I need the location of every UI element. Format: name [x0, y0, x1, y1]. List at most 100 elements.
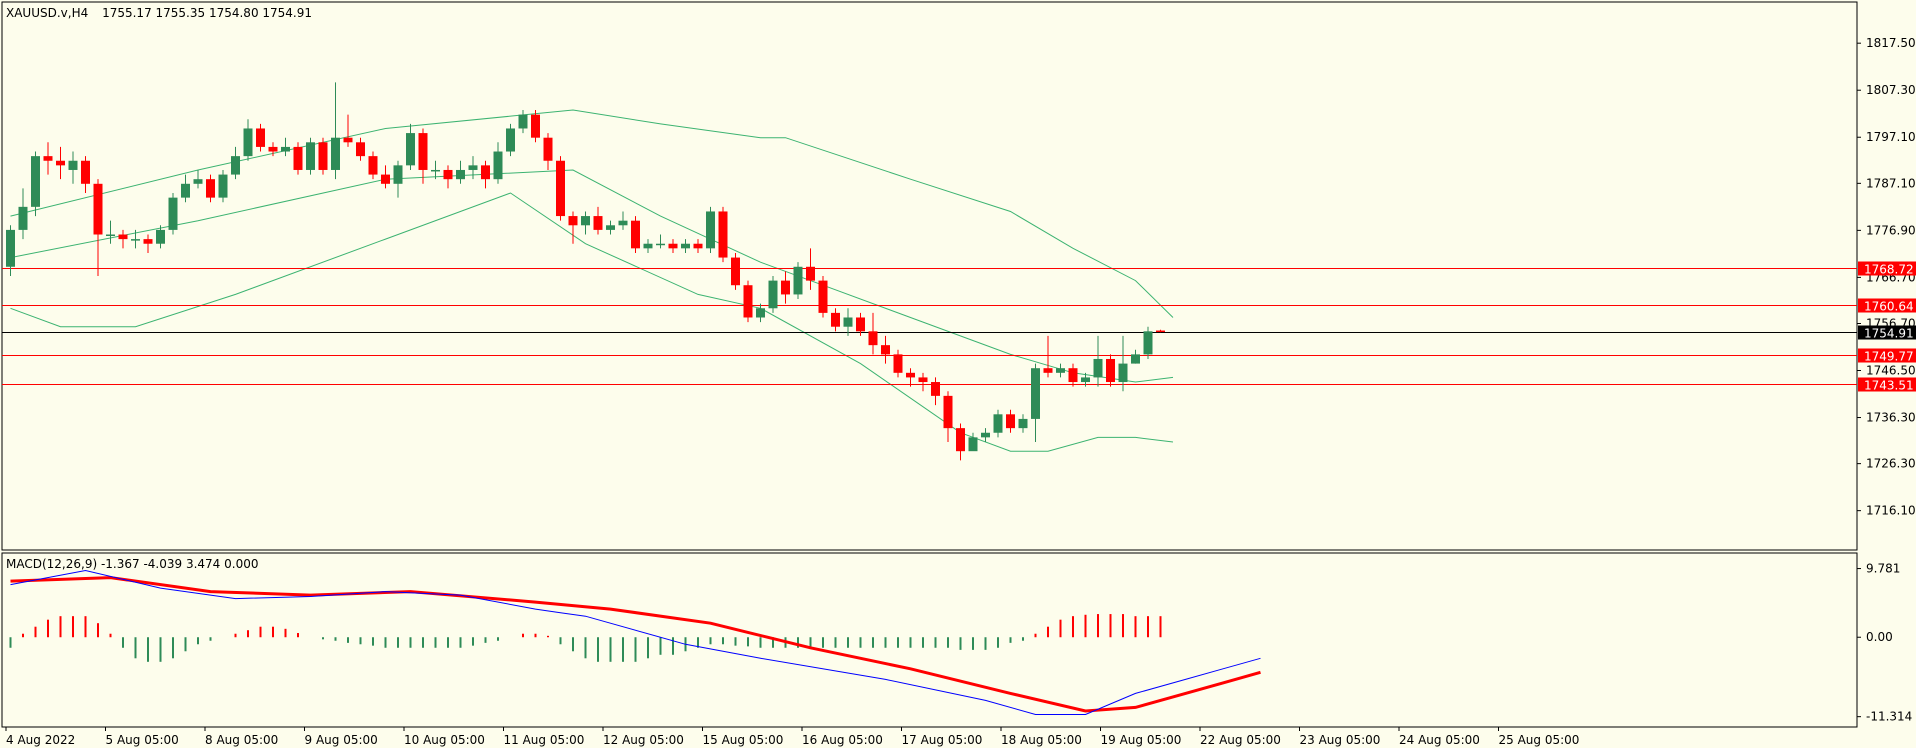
candle-body — [206, 179, 215, 198]
candle-body — [293, 146, 303, 170]
candle-body — [1106, 358, 1115, 383]
time-tick-label: 18 Aug 05:00 — [1001, 733, 1082, 747]
candle — [806, 248, 815, 290]
candle — [156, 225, 165, 249]
candle-body — [968, 437, 978, 452]
candle — [243, 119, 253, 161]
candle — [506, 123, 515, 157]
candle-body — [1093, 358, 1103, 378]
candle — [1081, 372, 1090, 387]
candle-body — [331, 137, 340, 170]
candle-body — [1043, 368, 1053, 373]
candle — [543, 133, 553, 170]
candle-body — [918, 377, 928, 383]
candle-body — [981, 432, 990, 438]
candle-body — [231, 156, 240, 175]
candle — [968, 432, 978, 452]
price-tick-label: 1797.10 — [1866, 130, 1916, 144]
candle — [668, 239, 678, 253]
candle — [68, 151, 78, 184]
candle — [743, 280, 753, 323]
time-tick-label: 17 Aug 05:00 — [902, 733, 983, 747]
candle — [731, 252, 740, 290]
candle — [593, 206, 603, 235]
candle — [193, 169, 203, 189]
time-tick-label: 15 Aug 05:00 — [703, 733, 784, 747]
candle — [31, 151, 40, 217]
candle — [981, 428, 990, 442]
time-tick-label: 10 Aug 05:00 — [404, 733, 485, 747]
candle-body — [118, 234, 128, 240]
price-level-tag — [1858, 348, 1916, 363]
candle — [1056, 363, 1065, 378]
candle-body — [43, 156, 53, 161]
price-tick-label: 1736.30 — [1866, 411, 1916, 425]
candle — [218, 169, 228, 203]
candle-body — [418, 133, 428, 170]
macd-panel[interactable]: 9.781 0.00 -11.314 MACD(12,26,9) -1.367 -4… — [1, 552, 1912, 728]
price-panel-frame — [1, 1, 1858, 551]
candle-body — [1031, 368, 1040, 419]
candle-body — [193, 179, 203, 184]
price-tick-label: 1787.10 — [1866, 176, 1916, 190]
candle-body — [1006, 414, 1015, 429]
candle-body — [643, 243, 653, 249]
candle — [768, 276, 778, 313]
candle-body — [393, 165, 403, 184]
candle-body — [831, 312, 840, 327]
candle — [468, 156, 478, 180]
candle — [756, 303, 765, 323]
candle — [431, 160, 440, 180]
candle — [793, 262, 803, 300]
candle-body — [1156, 330, 1165, 333]
time-tick-label: 12 Aug 05:00 — [603, 733, 684, 747]
candle — [356, 137, 365, 161]
candle — [1118, 335, 1128, 392]
candle — [381, 165, 390, 189]
candle — [831, 308, 840, 332]
candle — [331, 82, 340, 180]
candle — [643, 239, 653, 253]
candlesticks — [6, 82, 1165, 461]
candle-body — [881, 345, 890, 355]
candle-body — [843, 317, 853, 327]
candle — [318, 137, 328, 175]
candle-body — [506, 128, 515, 152]
price-panel[interactable]: 1817.501807.301797.101787.101776.901766.… — [1, 1, 1916, 551]
candle-body — [93, 183, 103, 235]
price-level-value: 1768.72 — [1864, 263, 1914, 277]
candle-body — [493, 151, 503, 180]
candle — [993, 409, 1003, 438]
candle-body — [806, 266, 815, 281]
candle — [1106, 354, 1115, 387]
candle-body — [443, 169, 453, 180]
candle — [556, 156, 565, 221]
candle-body — [743, 285, 753, 318]
macd-tick-label: -11.314 — [1866, 710, 1912, 724]
bollinger-lower-band — [10, 192, 1174, 452]
candle — [268, 142, 278, 157]
candle-body — [81, 160, 90, 184]
candle-body — [856, 317, 865, 332]
candle-body — [606, 225, 615, 230]
macd-header: MACD(12,26,9) -1.367 -4.039 3.474 0.000 — [6, 557, 258, 571]
candle — [493, 142, 503, 184]
candle — [93, 179, 103, 276]
price-tick-label: 1807.30 — [1866, 83, 1916, 97]
macd-signal-line — [10, 576, 1261, 713]
candle — [581, 211, 590, 235]
candle-body — [531, 114, 540, 138]
candle-body — [406, 133, 415, 166]
candle-body — [306, 142, 315, 170]
candle — [368, 151, 378, 180]
candle — [306, 137, 315, 175]
candle — [1068, 363, 1078, 387]
candle — [681, 239, 690, 253]
time-axis: 4 Aug 2022 5 Aug 05:00 8 Aug 05:00 9 Aug 05… — [5, 727, 1579, 747]
candle — [81, 156, 90, 194]
candle — [393, 160, 403, 198]
candle-body — [18, 206, 28, 230]
candle — [631, 216, 640, 253]
candle — [118, 229, 128, 249]
